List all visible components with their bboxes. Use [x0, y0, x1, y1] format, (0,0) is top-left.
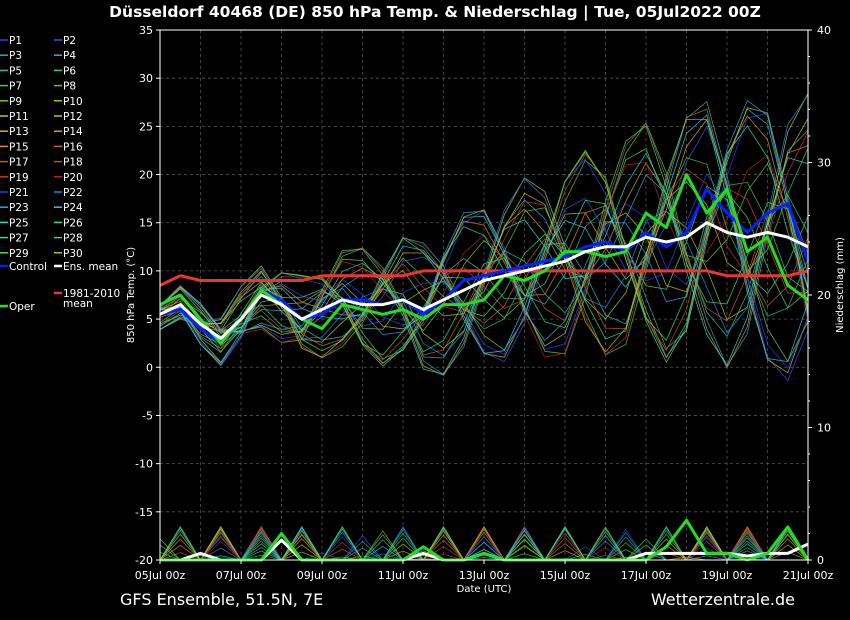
- y-left-tick-label: 20: [139, 169, 153, 182]
- x-tick-label: 05Jul 00z: [135, 569, 186, 582]
- legend-label-p1: P1: [9, 35, 22, 47]
- chart-title: Düsseldorf 40468 (DE) 850 hPa Temp. & Ni…: [109, 3, 761, 22]
- legend-label-p23: P23: [9, 202, 29, 214]
- legend-label-p7: P7: [9, 81, 22, 93]
- legend-label-p10: P10: [63, 96, 83, 108]
- precipitation-lines: [160, 518, 810, 562]
- member-line: [159, 153, 809, 361]
- legend-label-p14: P14: [63, 126, 83, 138]
- y-left-tick-label: 30: [139, 72, 153, 85]
- x-tick-label: 19Jul 00z: [702, 569, 753, 582]
- legend-label-p20: P20: [63, 172, 83, 184]
- member-line: [159, 118, 809, 352]
- member-line: [159, 115, 809, 364]
- legend-label-p16: P16: [63, 141, 83, 153]
- legend-label-p30: P30: [63, 248, 83, 260]
- legend-label-mean-line2: mean: [63, 298, 93, 310]
- legend-label-ens-mean: Ens. mean: [63, 261, 118, 273]
- legend: P1 P2 P3 P4 P5 P6 P7 P8 P9 P10 P11 P12 P13 P14 P15 P16 P…: [0, 35, 120, 313]
- series-line-oper: [159, 173, 809, 345]
- y-left-tick-label: -5: [142, 409, 153, 422]
- y-axis-right-label: Niederschlag (mm): [835, 237, 846, 333]
- x-tick-label: 13Jul 00z: [459, 569, 510, 582]
- y-left-tick-label: 35: [139, 24, 153, 37]
- footer-site: Wetterzentrale.de: [651, 590, 795, 609]
- member-line: [159, 107, 809, 347]
- y-left-tick-label: -20: [135, 554, 153, 567]
- legend-label-p27: P27: [9, 233, 29, 245]
- legend-label-p24: P24: [63, 202, 83, 214]
- legend-label-p15: P15: [9, 141, 29, 153]
- y-axis-right-ticks: 0 10 20 30 40: [808, 24, 831, 567]
- x-tick-label: 07Jul 00z: [216, 569, 267, 582]
- legend-label-p8: P8: [63, 81, 76, 93]
- member-line: [159, 125, 809, 353]
- x-tick-label: 09Jul 00z: [297, 569, 348, 582]
- y-left-tick-label: 0: [146, 361, 153, 374]
- y-left-tick-label: -15: [135, 506, 153, 519]
- x-tick-label: 21Jul 00z: [783, 569, 834, 582]
- legend-label-p29: P29: [9, 248, 29, 260]
- legend-label-p6: P6: [63, 65, 76, 77]
- member-precip-line: [160, 526, 809, 561]
- legend-label-p21: P21: [9, 187, 29, 199]
- legend-label-p22: P22: [63, 187, 83, 199]
- legend-label-control: Control: [9, 261, 47, 273]
- legend-label-p11: P11: [9, 111, 29, 123]
- member-line: [159, 99, 809, 342]
- legend-label-p2: P2: [63, 35, 76, 47]
- legend-label-p28: P28: [63, 233, 83, 245]
- series-line-1981-2010-mean: [159, 269, 809, 287]
- series-line-ens-mean: [159, 221, 809, 340]
- precip-line-oper: [160, 518, 810, 562]
- x-tick-label: 11Jul 00z: [378, 569, 429, 582]
- y-axis-left-ticks: -20 -15 -10 -5 0 5 10 15 20 25 30 35: [135, 24, 160, 567]
- x-tick-label: 15Jul 00z: [540, 569, 591, 582]
- legend-label-oper: Oper: [9, 301, 35, 313]
- legend-label-p18: P18: [63, 157, 83, 169]
- legend-label-p13: P13: [9, 126, 29, 138]
- legend-label-p12: P12: [63, 111, 83, 123]
- y-left-tick-label: 25: [139, 120, 153, 133]
- y-left-tick-label: 5: [146, 313, 153, 326]
- legend-label-p3: P3: [9, 50, 22, 62]
- member-line: [159, 125, 809, 367]
- legend-label-p4: P4: [63, 50, 76, 62]
- main-series-lines: [159, 173, 810, 345]
- legend-label-p9: P9: [9, 96, 22, 108]
- footer-model-info: GFS Ensemble, 51.5N, 7E: [120, 590, 323, 609]
- y-left-tick-label: 10: [139, 265, 153, 278]
- member-line: [159, 148, 809, 355]
- x-axis-ticks: 05Jul 00z 07Jul 00z 09Jul 00z 11Jul 00z 13Ju…: [135, 560, 834, 582]
- x-tick-label: 17Jul 00z: [621, 569, 672, 582]
- y-right-tick-label: 10: [817, 422, 831, 435]
- y-left-tick-label: 15: [139, 217, 153, 230]
- legend-label-p17: P17: [9, 157, 29, 169]
- y-axis-left-label: 850 hPa Temp. (°C): [126, 247, 137, 343]
- grid: [160, 29, 808, 561]
- y-right-tick-label: 0: [817, 554, 824, 567]
- legend-label-p25: P25: [9, 217, 29, 229]
- y-right-tick-label: 40: [817, 24, 831, 37]
- legend-label-p5: P5: [9, 65, 22, 77]
- y-right-tick-label: 30: [817, 157, 831, 170]
- x-axis-label: Date (UTC): [457, 584, 512, 595]
- legend-label-p19: P19: [9, 172, 29, 184]
- legend-label-1981-2010: 1981-2010: [63, 288, 120, 300]
- y-right-tick-label: 20: [817, 289, 831, 302]
- y-left-tick-label: -10: [135, 458, 153, 471]
- member-precip-line: [160, 526, 809, 561]
- legend-label-p26: P26: [63, 217, 83, 229]
